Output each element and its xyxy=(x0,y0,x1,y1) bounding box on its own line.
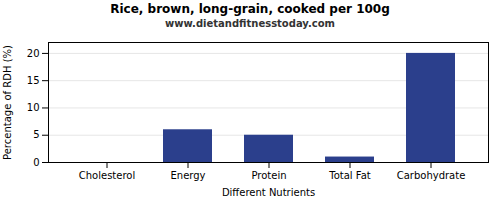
svg-text:5: 5 xyxy=(33,129,39,140)
html-text:Rice, brown, long-grain, cooke: Rice, brown, long-grain, cooked per 100g xyxy=(110,2,390,16)
svg-text:Total Fat: Total Fat xyxy=(328,170,370,181)
svg-text:10: 10 xyxy=(27,102,40,113)
svg-text:Different Nutrients: Different Nutrients xyxy=(222,187,315,198)
svg-text:Energy: Energy xyxy=(170,170,205,181)
html-text:www.dietandfitnesstoday.com: www.dietandfitnesstoday.com xyxy=(165,18,335,29)
svg-text:Cholesterol: Cholesterol xyxy=(79,170,135,181)
svg-text:Carbohydrate: Carbohydrate xyxy=(397,170,466,181)
svg-text:0: 0 xyxy=(33,157,39,168)
svg-text:Protein: Protein xyxy=(251,170,286,181)
svg-text:Percentage of RDH (%): Percentage of RDH (%) xyxy=(2,45,13,160)
svg-text:20: 20 xyxy=(27,48,40,59)
svg-text:15: 15 xyxy=(27,75,40,86)
